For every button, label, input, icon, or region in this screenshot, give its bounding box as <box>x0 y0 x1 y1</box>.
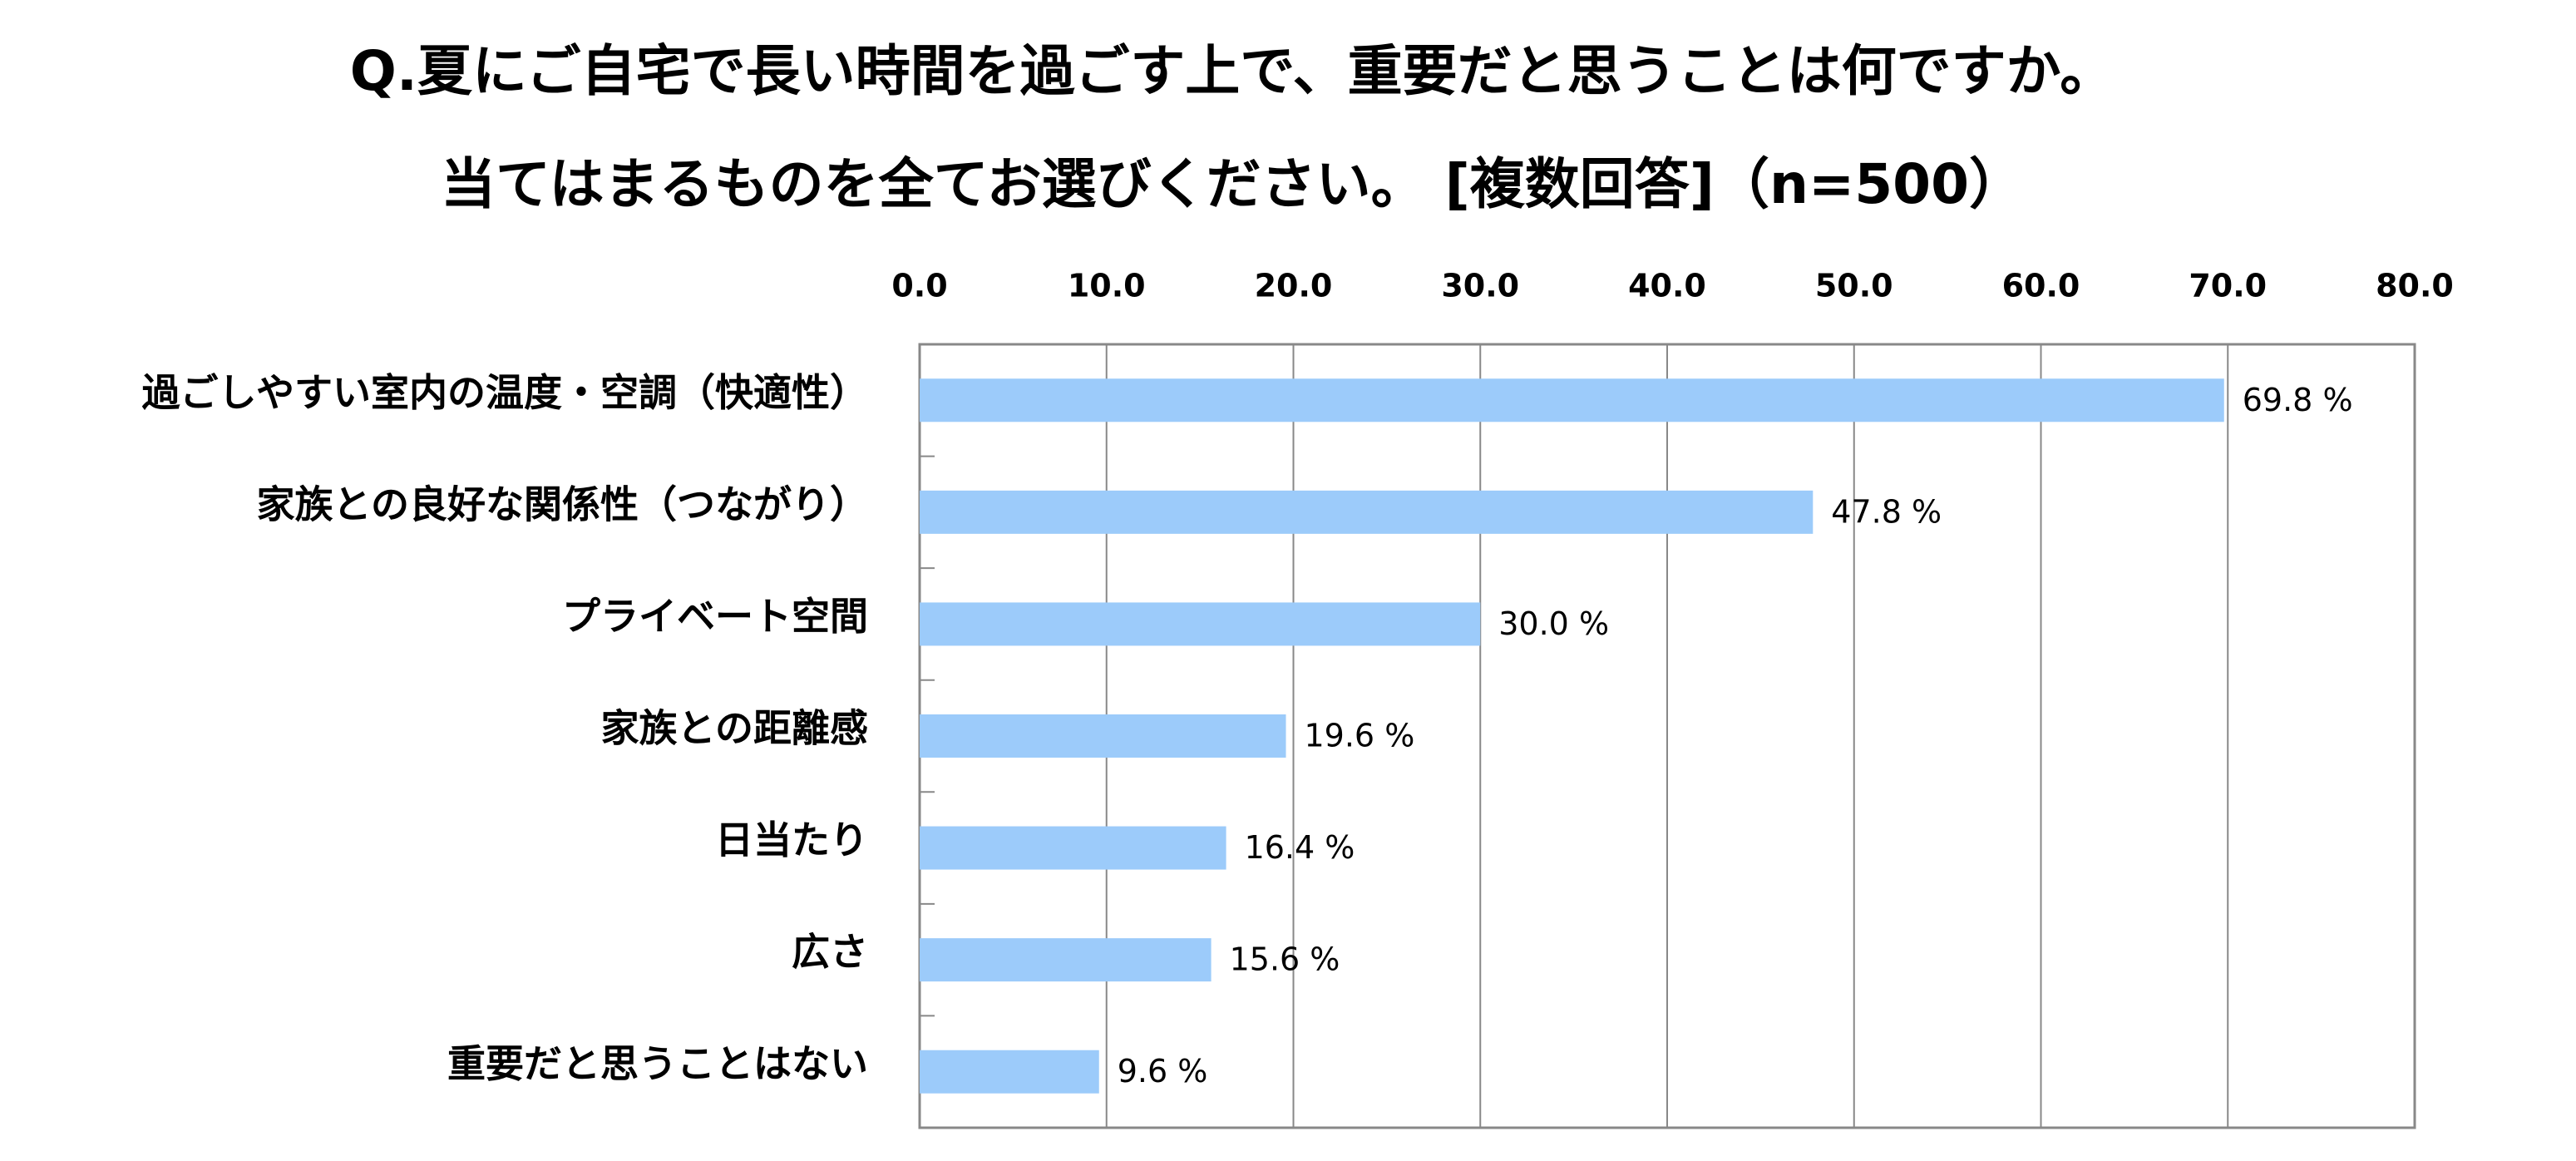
bar <box>920 1050 1099 1094</box>
value-label: 30.0 % <box>1498 605 1609 642</box>
bar <box>920 714 1286 758</box>
value-label: 19.6 % <box>1305 718 1415 754</box>
x-tick-label: 50.0 <box>1815 268 1893 304</box>
bar <box>920 490 1814 534</box>
bar <box>920 826 1226 870</box>
bar <box>920 602 1481 646</box>
y-tick-label: 家族との良好な関係性（つながり） <box>256 482 868 526</box>
value-label: 9.6 % <box>1118 1053 1208 1089</box>
chart-subtitle: 当てはまるものを全てお選びください。 [複数回答]（n=500） <box>441 152 2024 216</box>
x-tick-label: 0.0 <box>891 268 947 304</box>
y-tick-label: 過ごしやすい室内の温度・空調（快適性） <box>141 370 868 415</box>
bar <box>920 938 1212 982</box>
x-tick-label: 40.0 <box>1628 268 1706 304</box>
value-label: 69.8 % <box>2243 382 2353 418</box>
chart-title: Q.夏にご自宅で長い時間を過ごす上で、重要だと思うことは何ですか。 <box>350 39 2115 103</box>
x-tick-label: 60.0 <box>2002 268 2080 304</box>
x-tick-label: 20.0 <box>1255 268 1333 304</box>
x-tick-label: 80.0 <box>2376 268 2454 304</box>
y-tick-label: 重要だと思うことはない <box>447 1041 868 1086</box>
x-tick-label: 10.0 <box>1068 268 1146 304</box>
x-tick-label: 30.0 <box>1441 268 1519 304</box>
bar <box>920 378 2224 422</box>
y-tick-label: 家族との距離感 <box>600 706 868 751</box>
y-tick-label: 日当たり <box>715 818 868 862</box>
value-label: 47.8 % <box>1831 493 1942 530</box>
x-tick-label: 70.0 <box>2189 268 2267 304</box>
value-label: 16.4 % <box>1245 829 1355 866</box>
value-label: 15.6 % <box>1230 941 1340 978</box>
y-tick-label: プライベート空間 <box>562 594 868 639</box>
y-tick-label: 広さ <box>792 930 868 975</box>
